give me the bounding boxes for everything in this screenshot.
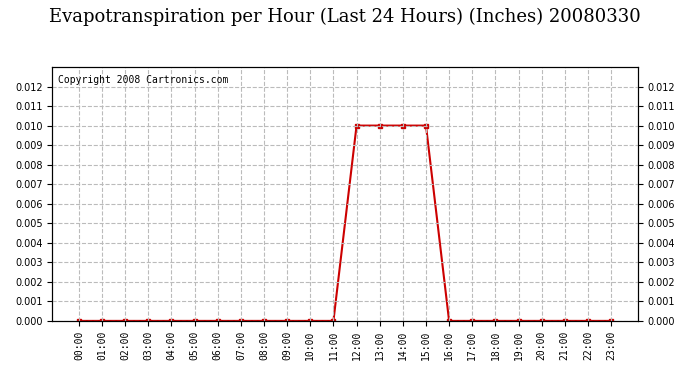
Text: Copyright 2008 Cartronics.com: Copyright 2008 Cartronics.com <box>58 75 228 85</box>
Text: Evapotranspiration per Hour (Last 24 Hours) (Inches) 20080330: Evapotranspiration per Hour (Last 24 Hou… <box>49 8 641 26</box>
